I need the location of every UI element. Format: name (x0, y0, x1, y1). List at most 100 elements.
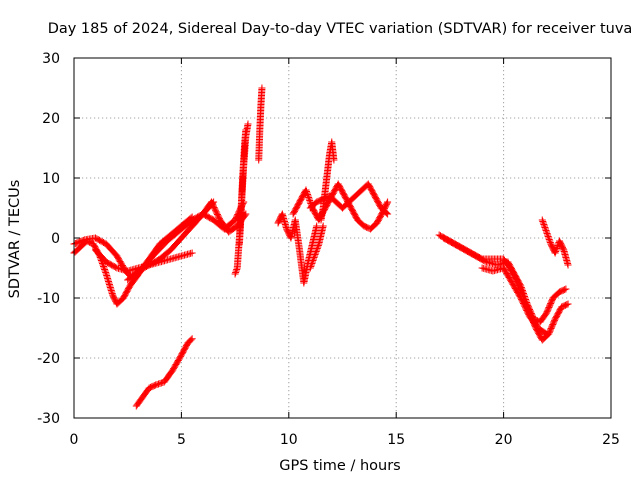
plot-frame (73, 57, 612, 419)
data-point (552, 248, 560, 255)
data-point (517, 284, 525, 291)
data-point (545, 234, 553, 242)
data-point (319, 222, 327, 230)
data-point (112, 263, 120, 271)
x-axis-label: GPS time / hours (279, 458, 400, 474)
y-axis-label: SDTVAR / TECUs (7, 180, 23, 299)
data-point (187, 336, 195, 344)
x-tick-label: 0 (70, 432, 79, 448)
y-tick-label: -10 (37, 291, 60, 307)
x-tick-label: 15 (387, 432, 405, 448)
x-tick-label: 20 (495, 432, 513, 448)
data-point (100, 264, 108, 272)
series-track-g (132, 335, 196, 410)
data-point (383, 209, 391, 217)
data-point (302, 186, 310, 194)
data-point (312, 249, 320, 257)
data-point (517, 282, 525, 290)
data-point (552, 246, 560, 254)
data-point (311, 252, 319, 260)
grid (74, 58, 611, 418)
x-tick-label: 5 (177, 432, 186, 448)
data-point (383, 199, 391, 207)
data-point (314, 243, 322, 251)
data-point (306, 197, 314, 204)
y-tick-label: -30 (37, 411, 60, 427)
data-point (539, 218, 547, 225)
x-tick-label: 25 (602, 432, 620, 448)
data-point (232, 269, 240, 276)
data-point (519, 288, 527, 296)
data-point (188, 335, 196, 343)
data-point (384, 210, 392, 218)
data-point (563, 301, 571, 309)
data-point (384, 198, 392, 206)
data-point (562, 285, 570, 293)
series-track-m (306, 180, 392, 218)
series-track-o (306, 222, 327, 272)
data-point (540, 222, 548, 230)
data-point (308, 260, 316, 267)
series-track-n (317, 138, 338, 224)
data-point (543, 230, 551, 237)
data-point (314, 242, 322, 249)
data-point (541, 225, 549, 233)
data-point (518, 285, 526, 293)
data-point (304, 192, 312, 200)
data-point (102, 269, 110, 276)
data-point (306, 264, 314, 272)
data-point (101, 267, 109, 275)
data-point (305, 194, 313, 201)
data-point (308, 258, 316, 266)
data-point (188, 249, 196, 257)
data-point (307, 263, 315, 270)
y-tick-label: 10 (42, 171, 60, 187)
data-point (553, 245, 561, 252)
data-point (303, 189, 311, 197)
data-point (541, 329, 549, 337)
data-point (313, 245, 321, 252)
data-point (99, 261, 107, 269)
y-tick-label: 30 (42, 51, 60, 67)
data-point (79, 236, 87, 244)
data-point (544, 231, 552, 239)
data-point (310, 255, 318, 263)
data-point (232, 267, 240, 275)
data-point (541, 224, 549, 231)
data-point (242, 126, 250, 134)
series-track-s (478, 264, 551, 338)
data-point (311, 251, 319, 258)
series-track-e (156, 198, 248, 248)
chart-title: Day 185 of 2024, Sidereal Day-to-day VTE… (48, 21, 633, 37)
data-point (564, 300, 572, 308)
data-point (545, 236, 553, 243)
axis-ticks: 0 5 10 15 20 25 -30 -20 -10 0 10 20 30 (37, 51, 620, 448)
data-point (309, 257, 317, 264)
y-tick-label: 0 (51, 231, 60, 247)
data-point (313, 222, 321, 230)
data-points (70, 84, 572, 410)
data-point (542, 227, 550, 234)
data-point (313, 246, 321, 254)
data-point (100, 263, 108, 270)
data-point (543, 330, 551, 338)
data-point (540, 221, 548, 228)
data-point (546, 237, 554, 245)
series-track-r (538, 216, 572, 269)
data-point (481, 257, 489, 265)
data-point (551, 249, 559, 257)
data-point (561, 286, 569, 294)
y-tick-label: 20 (42, 111, 60, 127)
data-point (258, 84, 266, 92)
x-tick-label: 10 (280, 432, 298, 448)
data-point (306, 198, 314, 206)
data-point (233, 266, 241, 273)
data-point (544, 233, 552, 240)
series-track-k (274, 210, 321, 287)
series-track-j (255, 84, 266, 164)
data-point (543, 228, 551, 236)
data-point (101, 266, 109, 273)
data-point (231, 270, 239, 278)
data-point (539, 219, 547, 227)
